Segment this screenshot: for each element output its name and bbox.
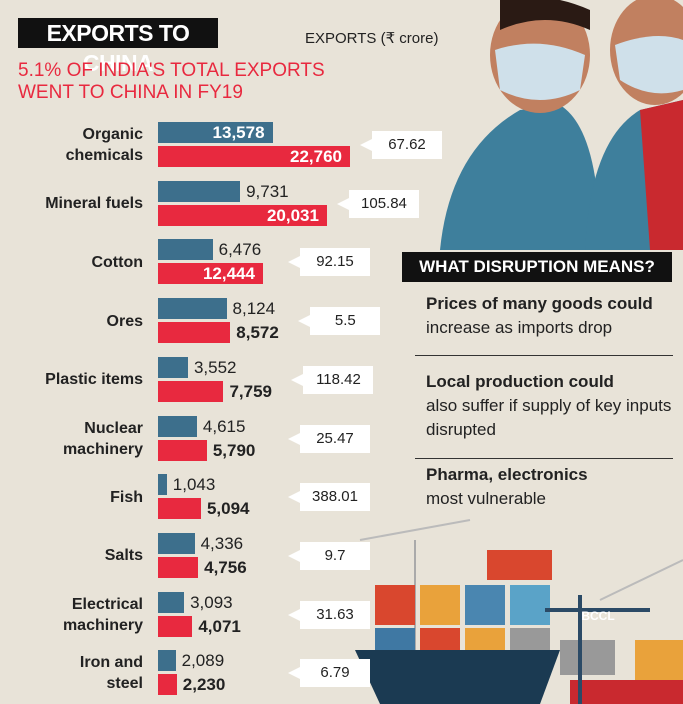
bar <box>158 498 201 520</box>
bar <box>158 532 195 554</box>
bar <box>158 556 199 578</box>
value-label: 4,336 <box>200 533 244 553</box>
bar <box>158 439 207 461</box>
change-box: 105.84 <box>336 189 419 218</box>
value-label: 2,230 <box>182 675 226 695</box>
change-box: 6.79 <box>288 659 370 688</box>
value-label: 5,094 <box>206 499 250 519</box>
value-label: 8,572 <box>236 323 279 343</box>
value-label: 6,476 <box>218 240 262 260</box>
bar <box>158 591 185 613</box>
change-box: 31.63 <box>288 600 370 629</box>
value-label: 9,731 <box>246 181 289 201</box>
value-label: 1,043 <box>172 475 216 495</box>
value-label: 4,756 <box>204 557 247 577</box>
category-label: Mineral fuels <box>45 195 143 213</box>
bar <box>158 415 197 437</box>
item-text: increase as imports drop <box>426 318 613 337</box>
category-label: Salts <box>104 547 143 565</box>
bar <box>158 122 273 143</box>
change-box: 9.7 <box>288 541 370 570</box>
bar <box>158 298 227 320</box>
value-label: 22,760 <box>290 147 342 166</box>
category-label: Plastic items <box>45 371 143 389</box>
value-label: 3,552 <box>193 357 237 377</box>
category-label: Nuclear machinery <box>62 419 143 458</box>
bar <box>158 674 177 696</box>
separator <box>415 458 673 459</box>
bar <box>158 204 327 226</box>
value-label: 8,124 <box>232 299 276 319</box>
change-box: 67.62 <box>360 131 442 159</box>
bar <box>158 615 193 637</box>
value-label: 5,790 <box>212 440 256 460</box>
chart-title: EXPORTS TO CHINA <box>18 18 218 76</box>
panel-item: Pharma, electronics most vulnerable <box>426 463 676 511</box>
value-label: 7,759 <box>229 381 272 401</box>
value-label: 20,031 <box>266 205 319 225</box>
value-label: 13,578 <box>212 123 265 142</box>
change-box: 118.42 <box>291 365 374 394</box>
bar <box>158 146 350 167</box>
item-heading: Pharma, electronics <box>426 465 588 484</box>
bar <box>158 380 224 402</box>
bar <box>158 239 213 261</box>
item-heading: Prices of many goods could <box>426 294 653 313</box>
panel-item: Prices of many goods could increase as im… <box>426 292 676 340</box>
value-label: 2,089 <box>181 651 225 671</box>
category-label: Fish <box>110 488 143 506</box>
category-label: Electrical machinery <box>62 595 143 634</box>
value-label: 12,444 <box>202 264 255 284</box>
unit-label: EXPORTS (₹ crore) <box>305 30 439 47</box>
bar <box>158 322 231 344</box>
value-label: 4,071 <box>198 616 241 636</box>
bar <box>158 263 263 285</box>
value-label: 4,615 <box>202 416 246 436</box>
change-box: 5.5 <box>298 307 381 336</box>
category-label: Ores <box>106 312 143 330</box>
category-label: Iron and steel <box>79 654 143 693</box>
bar <box>158 180 241 202</box>
watermark: BCCL <box>581 609 614 623</box>
subtitle: 5.1% OF INDIA'S TOTAL EXPORTS WENT TO CH… <box>18 60 325 103</box>
separator <box>415 355 673 356</box>
bar <box>158 650 176 672</box>
panel-item: Local production could also suffer if sup… <box>426 370 676 442</box>
change-box: 92.15 <box>288 248 370 277</box>
item-text: also suffer if supply of key inputs disr… <box>426 396 672 439</box>
panel-title: WHAT DISRUPTION MEANS? <box>402 252 672 282</box>
item-text: most vulnerable <box>426 489 547 508</box>
value-label: 3,093 <box>190 592 233 612</box>
item-heading: Local production could <box>426 372 614 391</box>
bar <box>158 356 188 378</box>
category-label: Organic chemicals <box>65 126 143 164</box>
bar <box>158 474 167 496</box>
category-label: Cotton <box>91 253 143 271</box>
change-box: 25.47 <box>288 424 370 453</box>
change-box: 388.01 <box>288 483 370 512</box>
